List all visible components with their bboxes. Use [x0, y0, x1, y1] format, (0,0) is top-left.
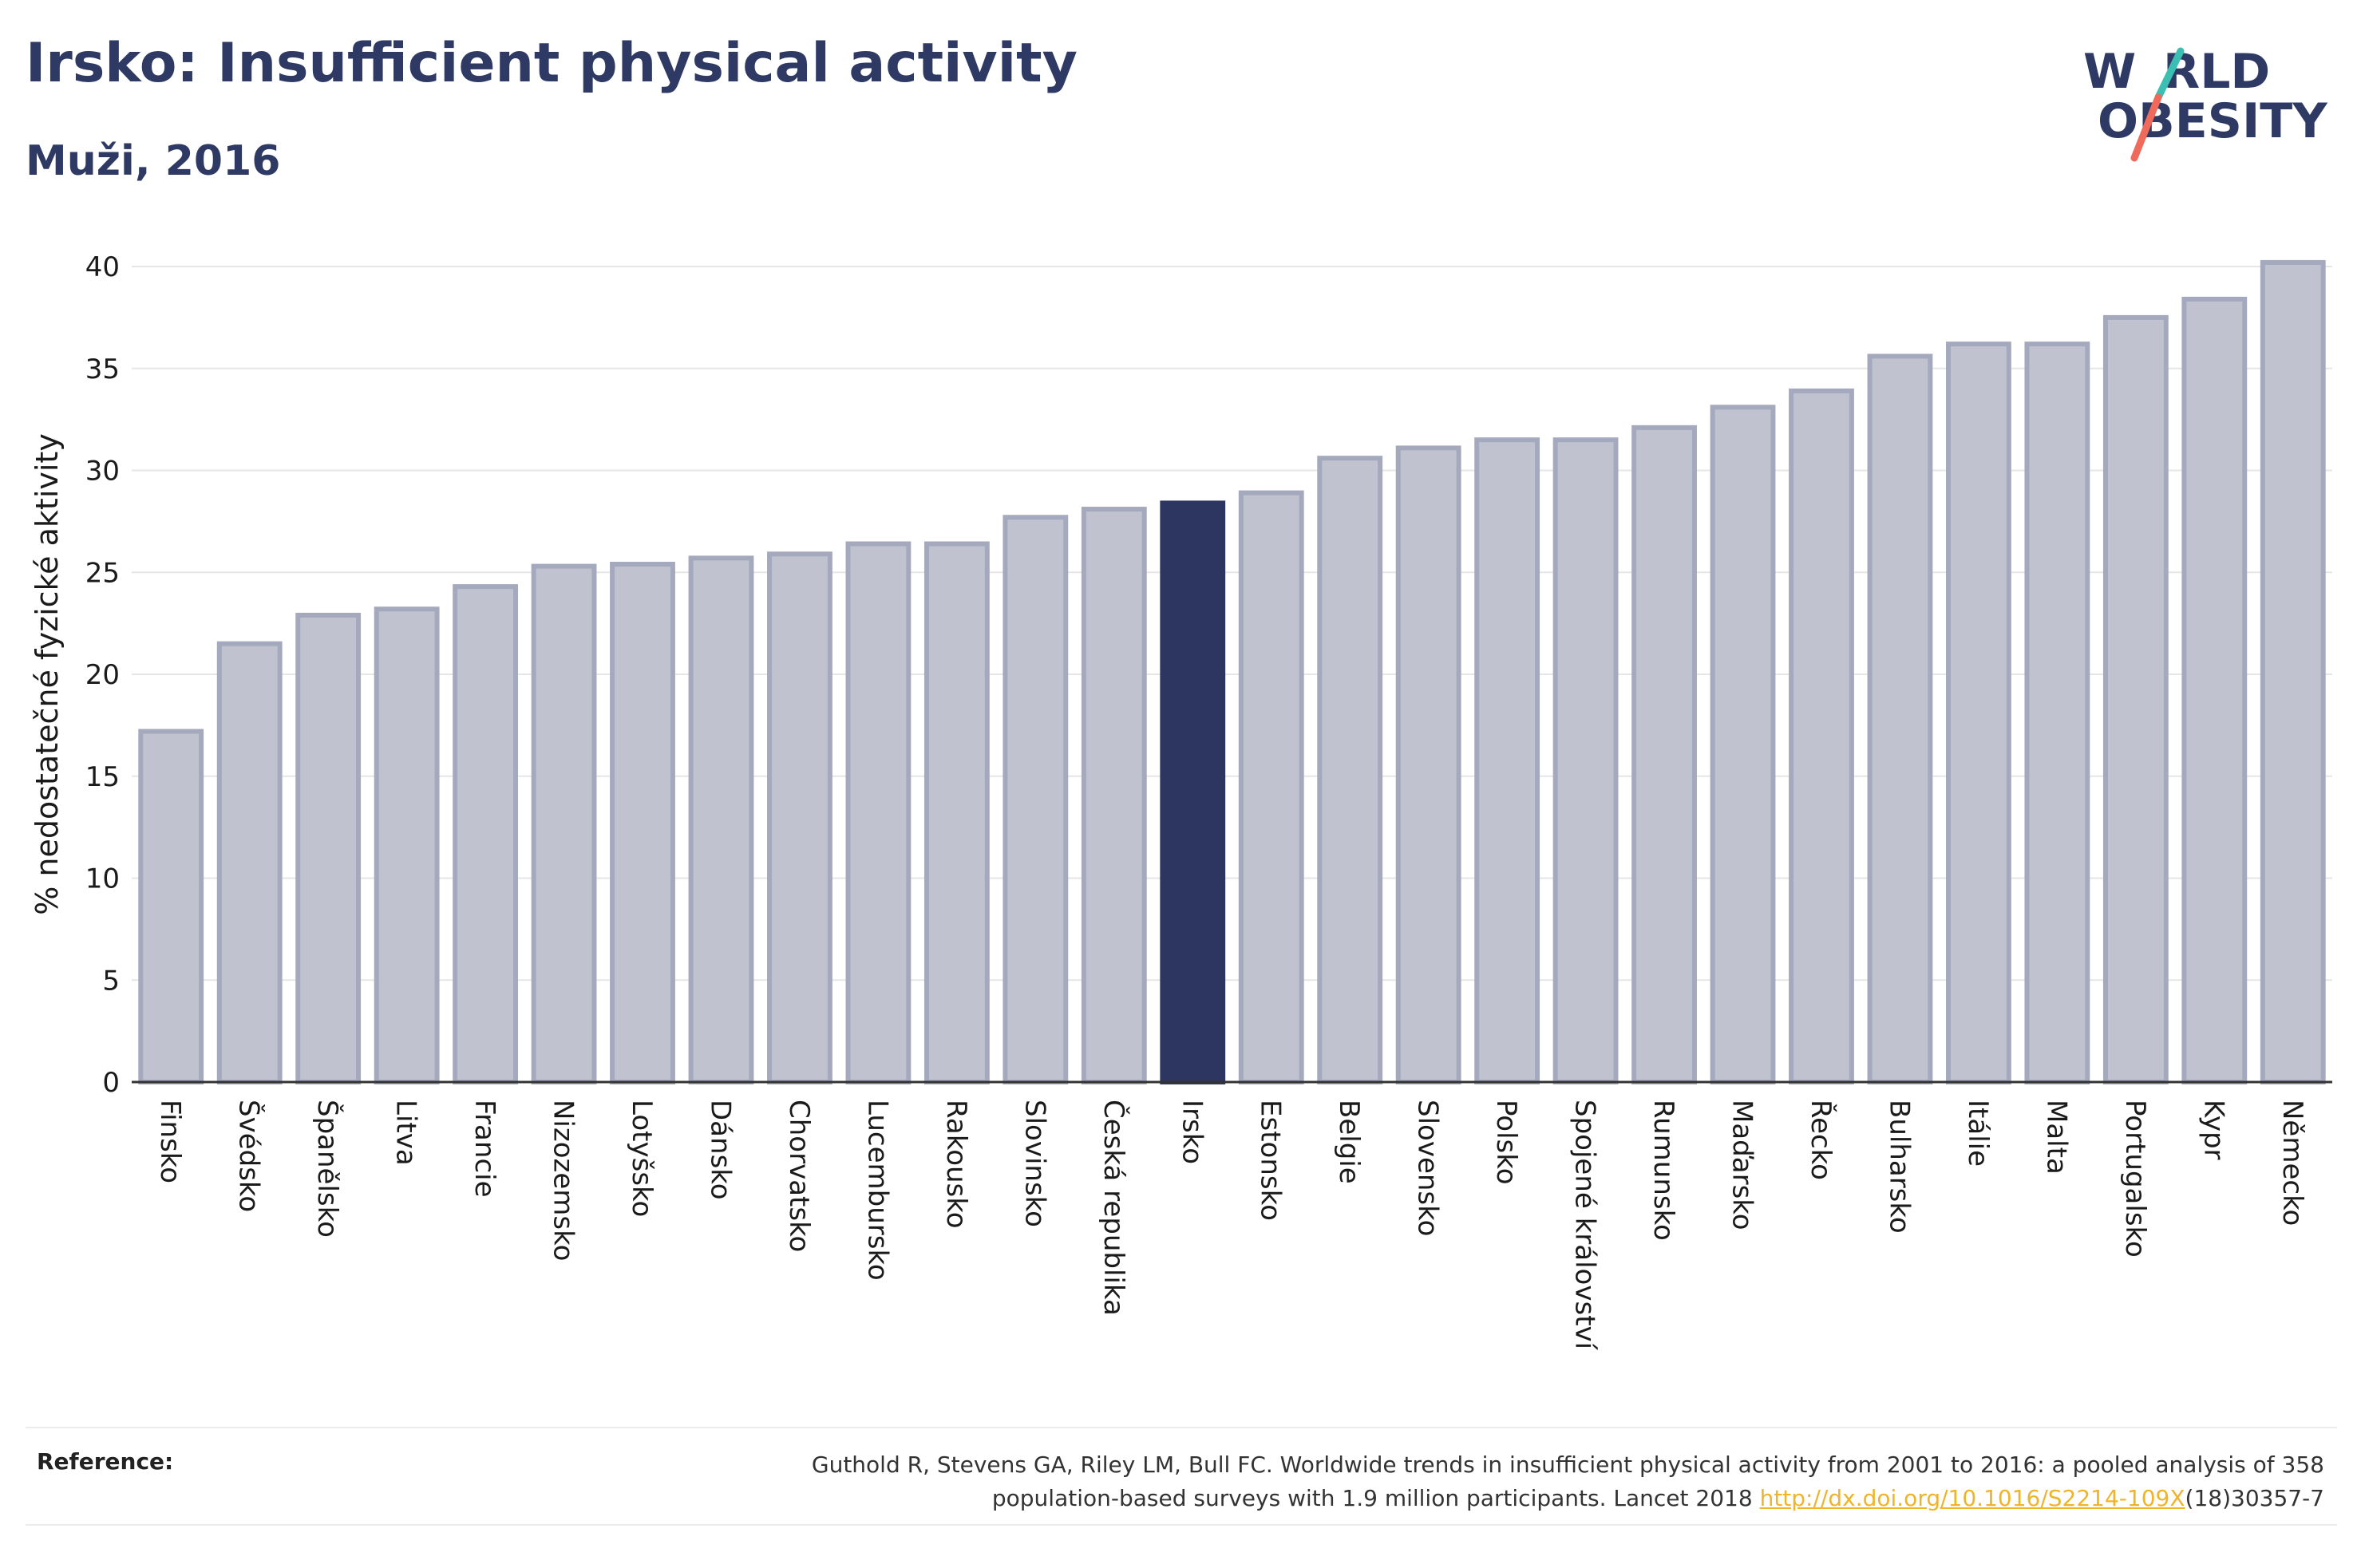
- x-tick-label: Švédsko: [233, 1100, 266, 1212]
- bar: [845, 541, 912, 1084]
- reference-line-2: population-based surveys with 1.9 millio…: [991, 1485, 1760, 1511]
- bar-chart: 0 5 10 15 20 25 30 35 40 Finsko Švédsko Španělsko L…: [30, 251, 2332, 1351]
- bar: [1395, 445, 1461, 1084]
- x-tick-label: Itálie: [1962, 1100, 1994, 1167]
- y-tick-label: 20: [85, 659, 120, 691]
- x-tick-label: Německo: [2276, 1100, 2308, 1226]
- bar: [610, 562, 675, 1084]
- x-tick-label: Estonsko: [1255, 1100, 1287, 1221]
- x-tick-label: Malta: [2040, 1100, 2072, 1175]
- x-tick-label: Slovinsko: [1018, 1100, 1050, 1227]
- x-tick-label: Lotyšsko: [626, 1100, 658, 1217]
- y-tick-label: 30: [85, 456, 120, 488]
- y-tick-label: 0: [102, 1067, 120, 1099]
- x-tick-label: Chorvatsko: [783, 1100, 815, 1252]
- reference-label: Reference:: [37, 1448, 174, 1475]
- bar: [1946, 342, 2011, 1084]
- x-tick-label: Belgie: [1333, 1100, 1365, 1184]
- bar: [923, 541, 990, 1084]
- x-axis-labels: Finsko Švédsko Španělsko Litva Francie Nizoze…: [154, 1100, 2308, 1351]
- x-tick-label: Rakousko: [940, 1100, 972, 1229]
- bar: [1631, 425, 1697, 1084]
- x-tick-label: Finsko: [154, 1100, 186, 1183]
- bar: [2181, 296, 2248, 1084]
- x-tick-label: Nizozemsko: [548, 1100, 579, 1261]
- bar: [374, 606, 440, 1084]
- y-tick-label: 25: [85, 557, 120, 589]
- bar: [1474, 437, 1540, 1084]
- x-tick-label: Řecko: [1805, 1100, 1837, 1180]
- bar: [1789, 388, 1854, 1085]
- y-tick-label: 35: [85, 353, 120, 385]
- page-title: Irsko: Insufficient physical activity: [26, 32, 1078, 95]
- x-tick-label: Irsko: [1176, 1100, 1208, 1164]
- logo-word-world-w: W: [2083, 44, 2136, 100]
- bar: [688, 555, 754, 1084]
- y-tick-label: 40: [85, 251, 120, 283]
- reference-line-2-end: (18)30357-7: [2185, 1485, 2324, 1511]
- x-tick-label: Francie: [469, 1100, 500, 1198]
- world-obesity-logo: W RLD OBESITY: [2083, 44, 2328, 162]
- bar: [1710, 405, 1776, 1085]
- x-tick-label: Dánsko: [704, 1100, 736, 1200]
- reference-divider-bottom: [26, 1524, 2337, 1526]
- x-tick-label: Slovensko: [1412, 1100, 1444, 1236]
- logo-word-obesity: OBESITY: [2098, 93, 2328, 149]
- x-tick-label: Rumunsko: [1647, 1100, 1679, 1241]
- bar: [453, 584, 518, 1084]
- bar: [531, 563, 597, 1084]
- x-tick-label: Česká republika: [1097, 1100, 1130, 1316]
- x-tick-label: Spojené království: [1569, 1100, 1601, 1351]
- bar: [216, 641, 283, 1084]
- x-tick-label: Maďarsko: [1726, 1100, 1758, 1230]
- bar: [1552, 437, 1619, 1084]
- bar: [2024, 342, 2090, 1084]
- logo-slash-coral: [2130, 93, 2162, 162]
- x-tick-label: Španělsko: [311, 1100, 344, 1238]
- y-tick-label: 15: [85, 761, 120, 793]
- bar: [295, 612, 362, 1084]
- x-tick-label: Kypr: [2197, 1100, 2229, 1160]
- bar: [1867, 353, 1933, 1085]
- x-tick-label: Polsko: [1490, 1100, 1522, 1185]
- x-tick-label: Lucembursko: [861, 1100, 893, 1281]
- bar: [2102, 314, 2169, 1084]
- reference-divider-top: [26, 1427, 2337, 1428]
- bar: [1081, 507, 1147, 1084]
- bar: [138, 729, 204, 1084]
- bars: [138, 259, 2326, 1085]
- y-tick-label: 5: [102, 965, 120, 997]
- bar: [1003, 515, 1069, 1084]
- x-tick-label: Litva: [390, 1100, 422, 1166]
- bar: [1238, 490, 1304, 1084]
- page-subtitle: Muži, 2016: [26, 137, 281, 185]
- reference-text: Guthold R, Stevens GA, Riley LM, Bull FC…: [449, 1448, 2324, 1515]
- y-axis-ticks: 0 5 10 15 20 25 30 35 40: [85, 251, 120, 1099]
- reference-link[interactable]: http://dx.doi.org/10.1016/S2214-109X: [1759, 1485, 2185, 1511]
- bar: [1317, 456, 1383, 1084]
- y-axis-title: % nedostatečné fyzické aktivity: [30, 433, 65, 915]
- bar: [2260, 259, 2326, 1084]
- x-tick-label: Portugalsko: [2119, 1100, 2151, 1258]
- reference-line-1: Guthold R, Stevens GA, Riley LM, Bull FC…: [811, 1451, 2324, 1478]
- y-tick-label: 10: [85, 863, 120, 895]
- bar-highlight: [1160, 500, 1226, 1084]
- x-tick-label: Bulharsko: [1883, 1100, 1915, 1234]
- bar: [767, 551, 832, 1084]
- logo-slash-teal: [2154, 47, 2185, 101]
